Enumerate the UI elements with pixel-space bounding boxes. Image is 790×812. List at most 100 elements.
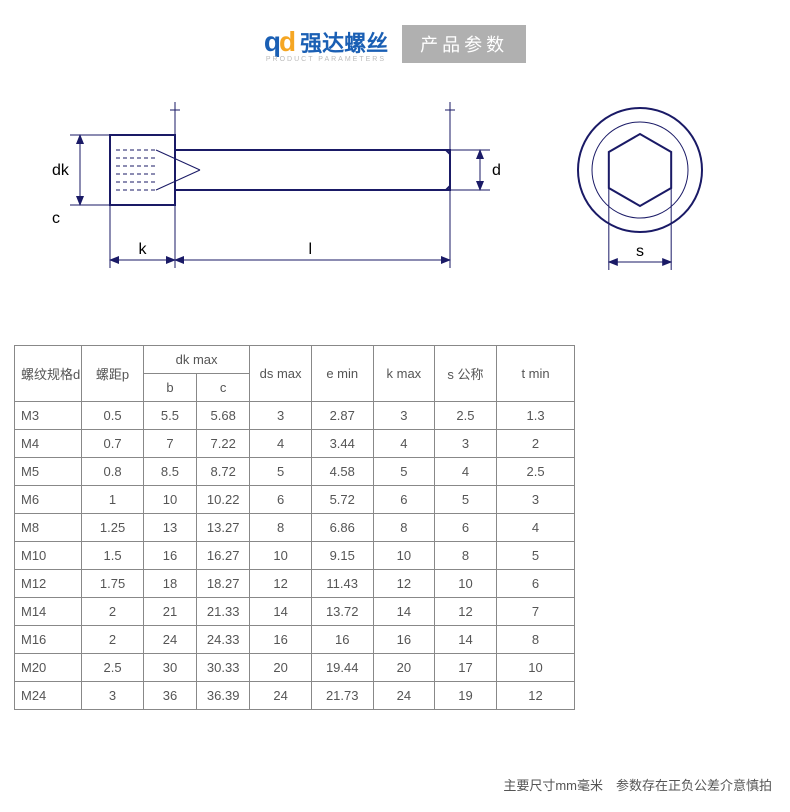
table-cell: 8 bbox=[373, 514, 435, 542]
col-head: e min bbox=[311, 346, 373, 402]
table-cell: 6 bbox=[250, 486, 312, 514]
table-cell: 30.33 bbox=[197, 654, 250, 682]
col-dk-max: dk max bbox=[143, 346, 249, 374]
table-cell: 21 bbox=[143, 598, 196, 626]
table-cell: 18.27 bbox=[197, 570, 250, 598]
col-head: k max bbox=[373, 346, 435, 402]
svg-text:k: k bbox=[139, 241, 148, 258]
table-cell: M12 bbox=[15, 570, 82, 598]
table-cell: 21.33 bbox=[197, 598, 250, 626]
table-cell: M6 bbox=[15, 486, 82, 514]
table-cell: 1.25 bbox=[82, 514, 144, 542]
table-cell: 7 bbox=[496, 598, 575, 626]
col-head: ds max bbox=[250, 346, 312, 402]
table-cell: 9.15 bbox=[311, 542, 373, 570]
table-cell: 16 bbox=[373, 626, 435, 654]
table-cell: 36.39 bbox=[197, 682, 250, 710]
table-cell: 13 bbox=[143, 514, 196, 542]
diagram: dkcklds bbox=[20, 90, 770, 325]
col-pitch: 螺距p bbox=[82, 346, 144, 402]
table-cell: 1 bbox=[82, 486, 144, 514]
table-cell: 6.86 bbox=[311, 514, 373, 542]
table-row: M1622424.33161616148 bbox=[15, 626, 575, 654]
table-cell: 2 bbox=[496, 430, 575, 458]
table-cell: M8 bbox=[15, 514, 82, 542]
table-cell: 5 bbox=[250, 458, 312, 486]
table-cell: 4 bbox=[496, 514, 575, 542]
table-cell: 14 bbox=[373, 598, 435, 626]
table-row: M81.251313.2786.86864 bbox=[15, 514, 575, 542]
table-cell: 10 bbox=[250, 542, 312, 570]
logo-line1: q d 强达螺丝 bbox=[264, 26, 388, 58]
spec-table: 螺纹规格d螺距pdk maxds maxe mink maxs 公称t minb… bbox=[14, 345, 575, 710]
table-cell: M3 bbox=[15, 402, 82, 430]
table-cell: 5.5 bbox=[143, 402, 196, 430]
table-cell: 8.72 bbox=[197, 458, 250, 486]
table-cell: 11.43 bbox=[311, 570, 373, 598]
table-cell: 4 bbox=[435, 458, 497, 486]
table-cell: 3 bbox=[82, 682, 144, 710]
table-row: M30.55.55.6832.8732.51.3 bbox=[15, 402, 575, 430]
table-cell: 5.72 bbox=[311, 486, 373, 514]
table-cell: 4 bbox=[250, 430, 312, 458]
table-cell: 2 bbox=[82, 598, 144, 626]
table-cell: 36 bbox=[143, 682, 196, 710]
table-cell: 30 bbox=[143, 654, 196, 682]
table-cell: 5 bbox=[496, 542, 575, 570]
table-cell: 12 bbox=[496, 682, 575, 710]
table-cell: 24 bbox=[250, 682, 312, 710]
diagram-svg: dkcklds bbox=[20, 90, 770, 325]
col-thread-spec: 螺纹规格d bbox=[15, 346, 82, 402]
table-cell: 6 bbox=[496, 570, 575, 598]
table-row: M101.51616.27109.151085 bbox=[15, 542, 575, 570]
col-sub: b bbox=[143, 374, 196, 402]
header: q d 强达螺丝 PRODUCT PARAMETERS 产品参数 bbox=[0, 20, 790, 68]
table-cell: 0.7 bbox=[82, 430, 144, 458]
table-cell: 10 bbox=[496, 654, 575, 682]
col-sub: c bbox=[197, 374, 250, 402]
col-head: t min bbox=[496, 346, 575, 402]
table-row: M50.88.58.7254.58542.5 bbox=[15, 458, 575, 486]
table-cell: 8 bbox=[250, 514, 312, 542]
table-cell: 24 bbox=[143, 626, 196, 654]
table-cell: 16.27 bbox=[197, 542, 250, 570]
table-cell: 3 bbox=[373, 402, 435, 430]
table-cell: 13.27 bbox=[197, 514, 250, 542]
table-cell: 6 bbox=[435, 514, 497, 542]
table-row: M611010.2265.72653 bbox=[15, 486, 575, 514]
table-cell: 8 bbox=[496, 626, 575, 654]
table-cell: 3.44 bbox=[311, 430, 373, 458]
table-cell: 5 bbox=[373, 458, 435, 486]
table-cell: 0.5 bbox=[82, 402, 144, 430]
table-cell: 10 bbox=[435, 570, 497, 598]
table-cell: 24.33 bbox=[197, 626, 250, 654]
table-cell: M5 bbox=[15, 458, 82, 486]
table-cell: 21.73 bbox=[311, 682, 373, 710]
table-cell: M4 bbox=[15, 430, 82, 458]
table-cell: 12 bbox=[250, 570, 312, 598]
title-badge: 产品参数 bbox=[402, 25, 526, 63]
table-row: M2433636.392421.73241912 bbox=[15, 682, 575, 710]
table-cell: 1.5 bbox=[82, 542, 144, 570]
table-cell: 2.5 bbox=[435, 402, 497, 430]
table-cell: 20 bbox=[250, 654, 312, 682]
table-cell: 2.87 bbox=[311, 402, 373, 430]
table-cell: 4.58 bbox=[311, 458, 373, 486]
table-cell: M10 bbox=[15, 542, 82, 570]
table-cell: 19.44 bbox=[311, 654, 373, 682]
table-cell: 4 bbox=[373, 430, 435, 458]
table-cell: 3 bbox=[250, 402, 312, 430]
footer-note: 主要尺寸mm毫米 参数存在正负公差介意慎拍 bbox=[503, 775, 772, 794]
table-cell: 10.22 bbox=[197, 486, 250, 514]
table-cell: 14 bbox=[250, 598, 312, 626]
table-row: M202.53030.332019.44201710 bbox=[15, 654, 575, 682]
table-cell: 10 bbox=[143, 486, 196, 514]
page: q d 强达螺丝 PRODUCT PARAMETERS 产品参数 dkcklds… bbox=[0, 0, 790, 812]
table-row: M121.751818.271211.4312106 bbox=[15, 570, 575, 598]
table-cell: 1.3 bbox=[496, 402, 575, 430]
svg-text:c: c bbox=[52, 210, 60, 227]
table-cell: 5 bbox=[435, 486, 497, 514]
svg-text:l: l bbox=[309, 241, 313, 258]
table-cell: 3 bbox=[496, 486, 575, 514]
table-cell: 16 bbox=[143, 542, 196, 570]
